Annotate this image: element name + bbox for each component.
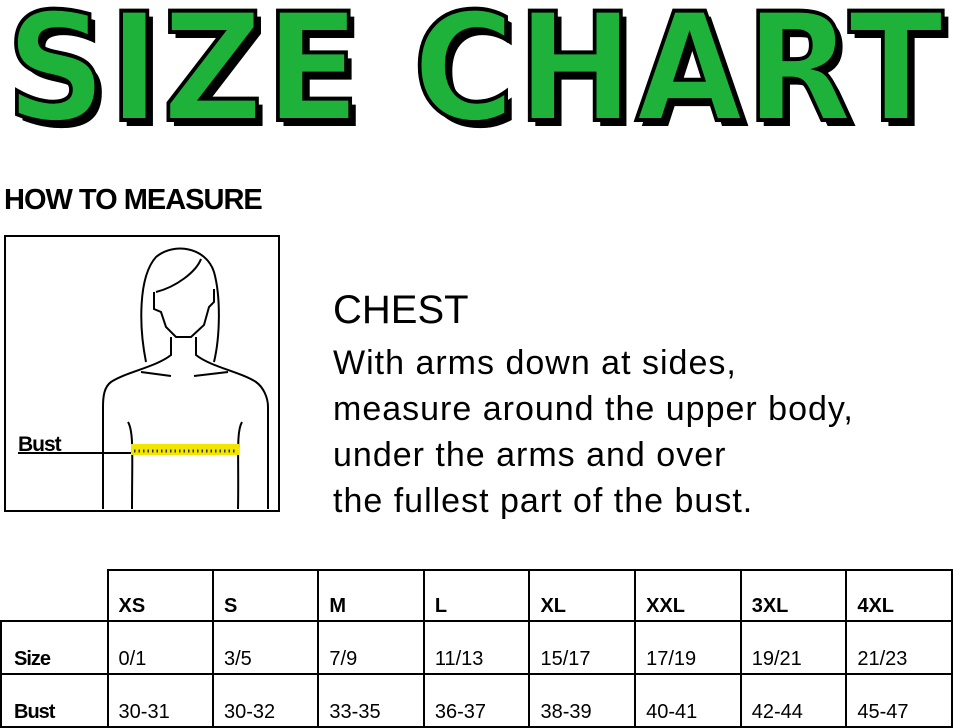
- size-header: S: [211, 569, 320, 622]
- row-label: Size: [0, 620, 109, 675]
- table-cell: 15/17: [528, 620, 637, 675]
- table-cell: 42-44: [739, 673, 848, 728]
- table-row: Bust 30-31 30-32 33-35 36-37 38-39 40-41…: [0, 673, 953, 728]
- size-header: L: [422, 569, 531, 622]
- empty-corner-cell: [1, 570, 109, 622]
- table-cell: 36-37: [422, 673, 531, 728]
- table-cell: 30-32: [211, 673, 320, 728]
- bust-label: Bust: [18, 433, 62, 456]
- how-to-measure-heading: HOW TO MEASURE: [4, 184, 263, 216]
- table-cell: 19/21: [739, 620, 848, 675]
- table-cell: 45-47: [845, 673, 953, 728]
- table-row: Size 0/1 3/5 7/9 11/13 15/17 17/19 19/21…: [0, 620, 953, 675]
- size-table: XS S M L XL XXL 3XL 4XL Size 0/1 3/5 7/9…: [0, 569, 953, 728]
- chest-heading: CHEST: [333, 288, 469, 332]
- size-header: XXL: [634, 569, 742, 622]
- instruction-line: the fullest part of the bust.: [333, 482, 754, 520]
- size-header: XS: [106, 569, 214, 622]
- table-cell: 30-31: [106, 673, 214, 728]
- instruction-line: With arms down at sides,: [333, 344, 737, 382]
- table-cell: 33-35: [317, 673, 425, 728]
- size-header: 4XL: [845, 569, 953, 622]
- size-header: 3XL: [739, 569, 848, 622]
- table-cell: 0/1: [106, 620, 214, 675]
- measuring-tape-icon: [18, 444, 239, 455]
- table-cell: 7/9: [317, 620, 425, 675]
- table-cell: 21/23: [845, 620, 953, 675]
- table-cell: 17/19: [634, 620, 742, 675]
- row-label: Bust: [0, 673, 109, 728]
- table-header-row: XS S M L XL XXL 3XL 4XL: [1, 569, 953, 622]
- size-header: M: [317, 569, 425, 622]
- table-cell: 38-39: [528, 673, 637, 728]
- size-header: XL: [528, 569, 637, 622]
- chest-instructions: With arms down at sides, measure around …: [333, 340, 854, 524]
- measurement-illustration: Bust: [4, 235, 280, 512]
- table-cell: 3/5: [211, 620, 320, 675]
- table-cell: 40-41: [634, 673, 742, 728]
- page-title: SIZE CHART: [4, 0, 946, 156]
- instruction-line: measure around the upper body,: [333, 390, 854, 428]
- table-cell: 11/13: [422, 620, 531, 675]
- instruction-line: under the arms and over: [333, 436, 727, 474]
